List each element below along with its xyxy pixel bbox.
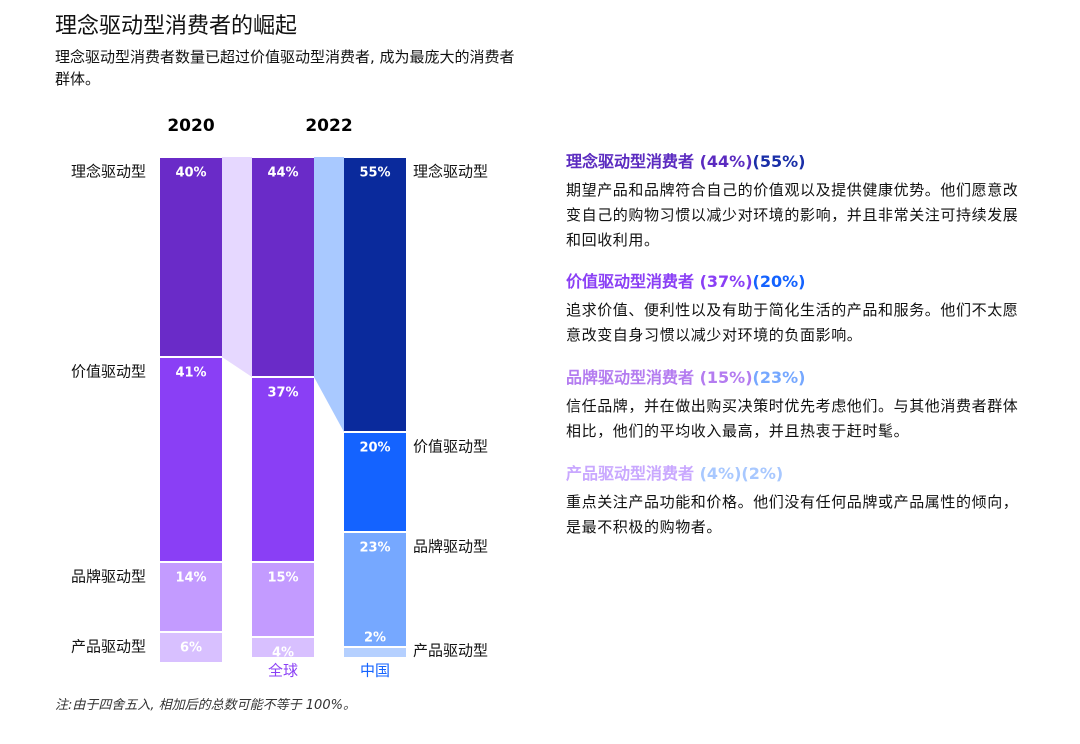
bar-segment	[252, 378, 314, 562]
series-label: 品牌驱动型	[71, 568, 146, 586]
bar-segment	[252, 157, 314, 377]
subtitle: 理念驱动型消费者数量已超过价值驱动型消费者, 成为最庞大的消费者群体。	[55, 48, 515, 88]
value-label: 14%	[175, 571, 206, 586]
desc-title: 产品驱动型消费者	[566, 464, 695, 483]
bar-segment	[344, 533, 406, 647]
desc-title: 品牌驱动型消费者	[566, 368, 695, 387]
bar-segment	[344, 433, 406, 532]
description: 产品驱动型消费者 (4%)(2%) 重点关注产品功能和价格。他们没有任何品牌或产…	[566, 460, 1028, 540]
desc-china: (55%)	[752, 152, 806, 171]
x-tick-label: 中国	[360, 662, 390, 680]
desc-title: 理念驱动型消费者	[566, 152, 695, 171]
desc-china: (20%)	[752, 272, 806, 291]
series-label: 价值驱动型	[413, 438, 488, 456]
desc-global: (15%)	[699, 368, 753, 387]
series-label: 产品驱动型	[71, 638, 146, 656]
description: 价值驱动型消费者 (37%)(20%) 追求价值、便利性以及有助于简化生活的产品…	[566, 268, 1028, 348]
x-tick-label: 全球	[268, 662, 298, 680]
value-label: 40%	[175, 166, 206, 181]
desc-global: (44%)	[699, 152, 753, 171]
bar-segment	[344, 157, 406, 432]
desc-text: 期望产品和品牌符合自己的价值观以及提供健康优势。他们愿意改变自己的购物习惯以减少…	[566, 181, 1019, 249]
value-label: 44%	[267, 166, 298, 181]
connector	[222, 157, 252, 377]
bar-segment	[160, 563, 222, 632]
desc-text: 信任品牌，并在做出购买决策时优先考虑他们。与其他消费者群体相比，他们的平均收入最…	[566, 397, 1019, 440]
description: 品牌驱动型消费者 (15%)(23%) 信任品牌，并在做出购买决策时优先考虑他们…	[566, 364, 1028, 444]
desc-text: 追求价值、便利性以及有助于简化生活的产品和服务。他们不太愿意改变自身习惯以减少对…	[566, 301, 1019, 344]
desc-global: (4%)	[699, 464, 742, 483]
series-label: 理念驱动型	[413, 163, 488, 181]
value-label: 23%	[359, 541, 390, 556]
connector	[314, 157, 344, 432]
value-label: 4%	[272, 646, 294, 661]
description: 理念驱动型消费者 (44%)(55%) 期望产品和品牌符合自己的价值观以及提供健…	[566, 148, 1028, 253]
desc-title: 价值驱动型消费者	[566, 272, 695, 291]
desc-china: (2%)	[741, 464, 784, 483]
bar-segment	[252, 563, 314, 637]
series-label: 产品驱动型	[413, 642, 488, 660]
value-label: 41%	[175, 366, 206, 381]
value-label: 15%	[267, 571, 298, 586]
bar-segment	[344, 648, 406, 657]
bar-segment	[252, 638, 314, 657]
year-label: 2020	[167, 116, 214, 136]
series-label: 理念驱动型	[71, 163, 146, 181]
year-label: 2022	[305, 116, 352, 136]
desc-global: (37%)	[699, 272, 753, 291]
series-label: 价值驱动型	[71, 363, 146, 381]
value-label: 6%	[180, 641, 202, 656]
desc-china: (23%)	[752, 368, 806, 387]
desc-text: 重点关注产品功能和价格。他们没有任何品牌或产品属性的倾向，是最不积极的购物者。	[566, 493, 1019, 536]
footnote: 注:由于四舍五入, 相加后的总数可能不等于 100%。	[55, 698, 356, 713]
bar-segment	[160, 157, 222, 357]
value-label: 37%	[267, 386, 298, 401]
bar-segment	[160, 633, 222, 662]
value-label: 20%	[359, 441, 390, 456]
page-title: 理念驱动型消费者的崛起	[55, 14, 298, 39]
value-label: 2%	[364, 631, 386, 646]
series-label: 品牌驱动型	[413, 538, 488, 556]
value-label: 55%	[359, 166, 390, 181]
bar-segment	[160, 358, 222, 562]
